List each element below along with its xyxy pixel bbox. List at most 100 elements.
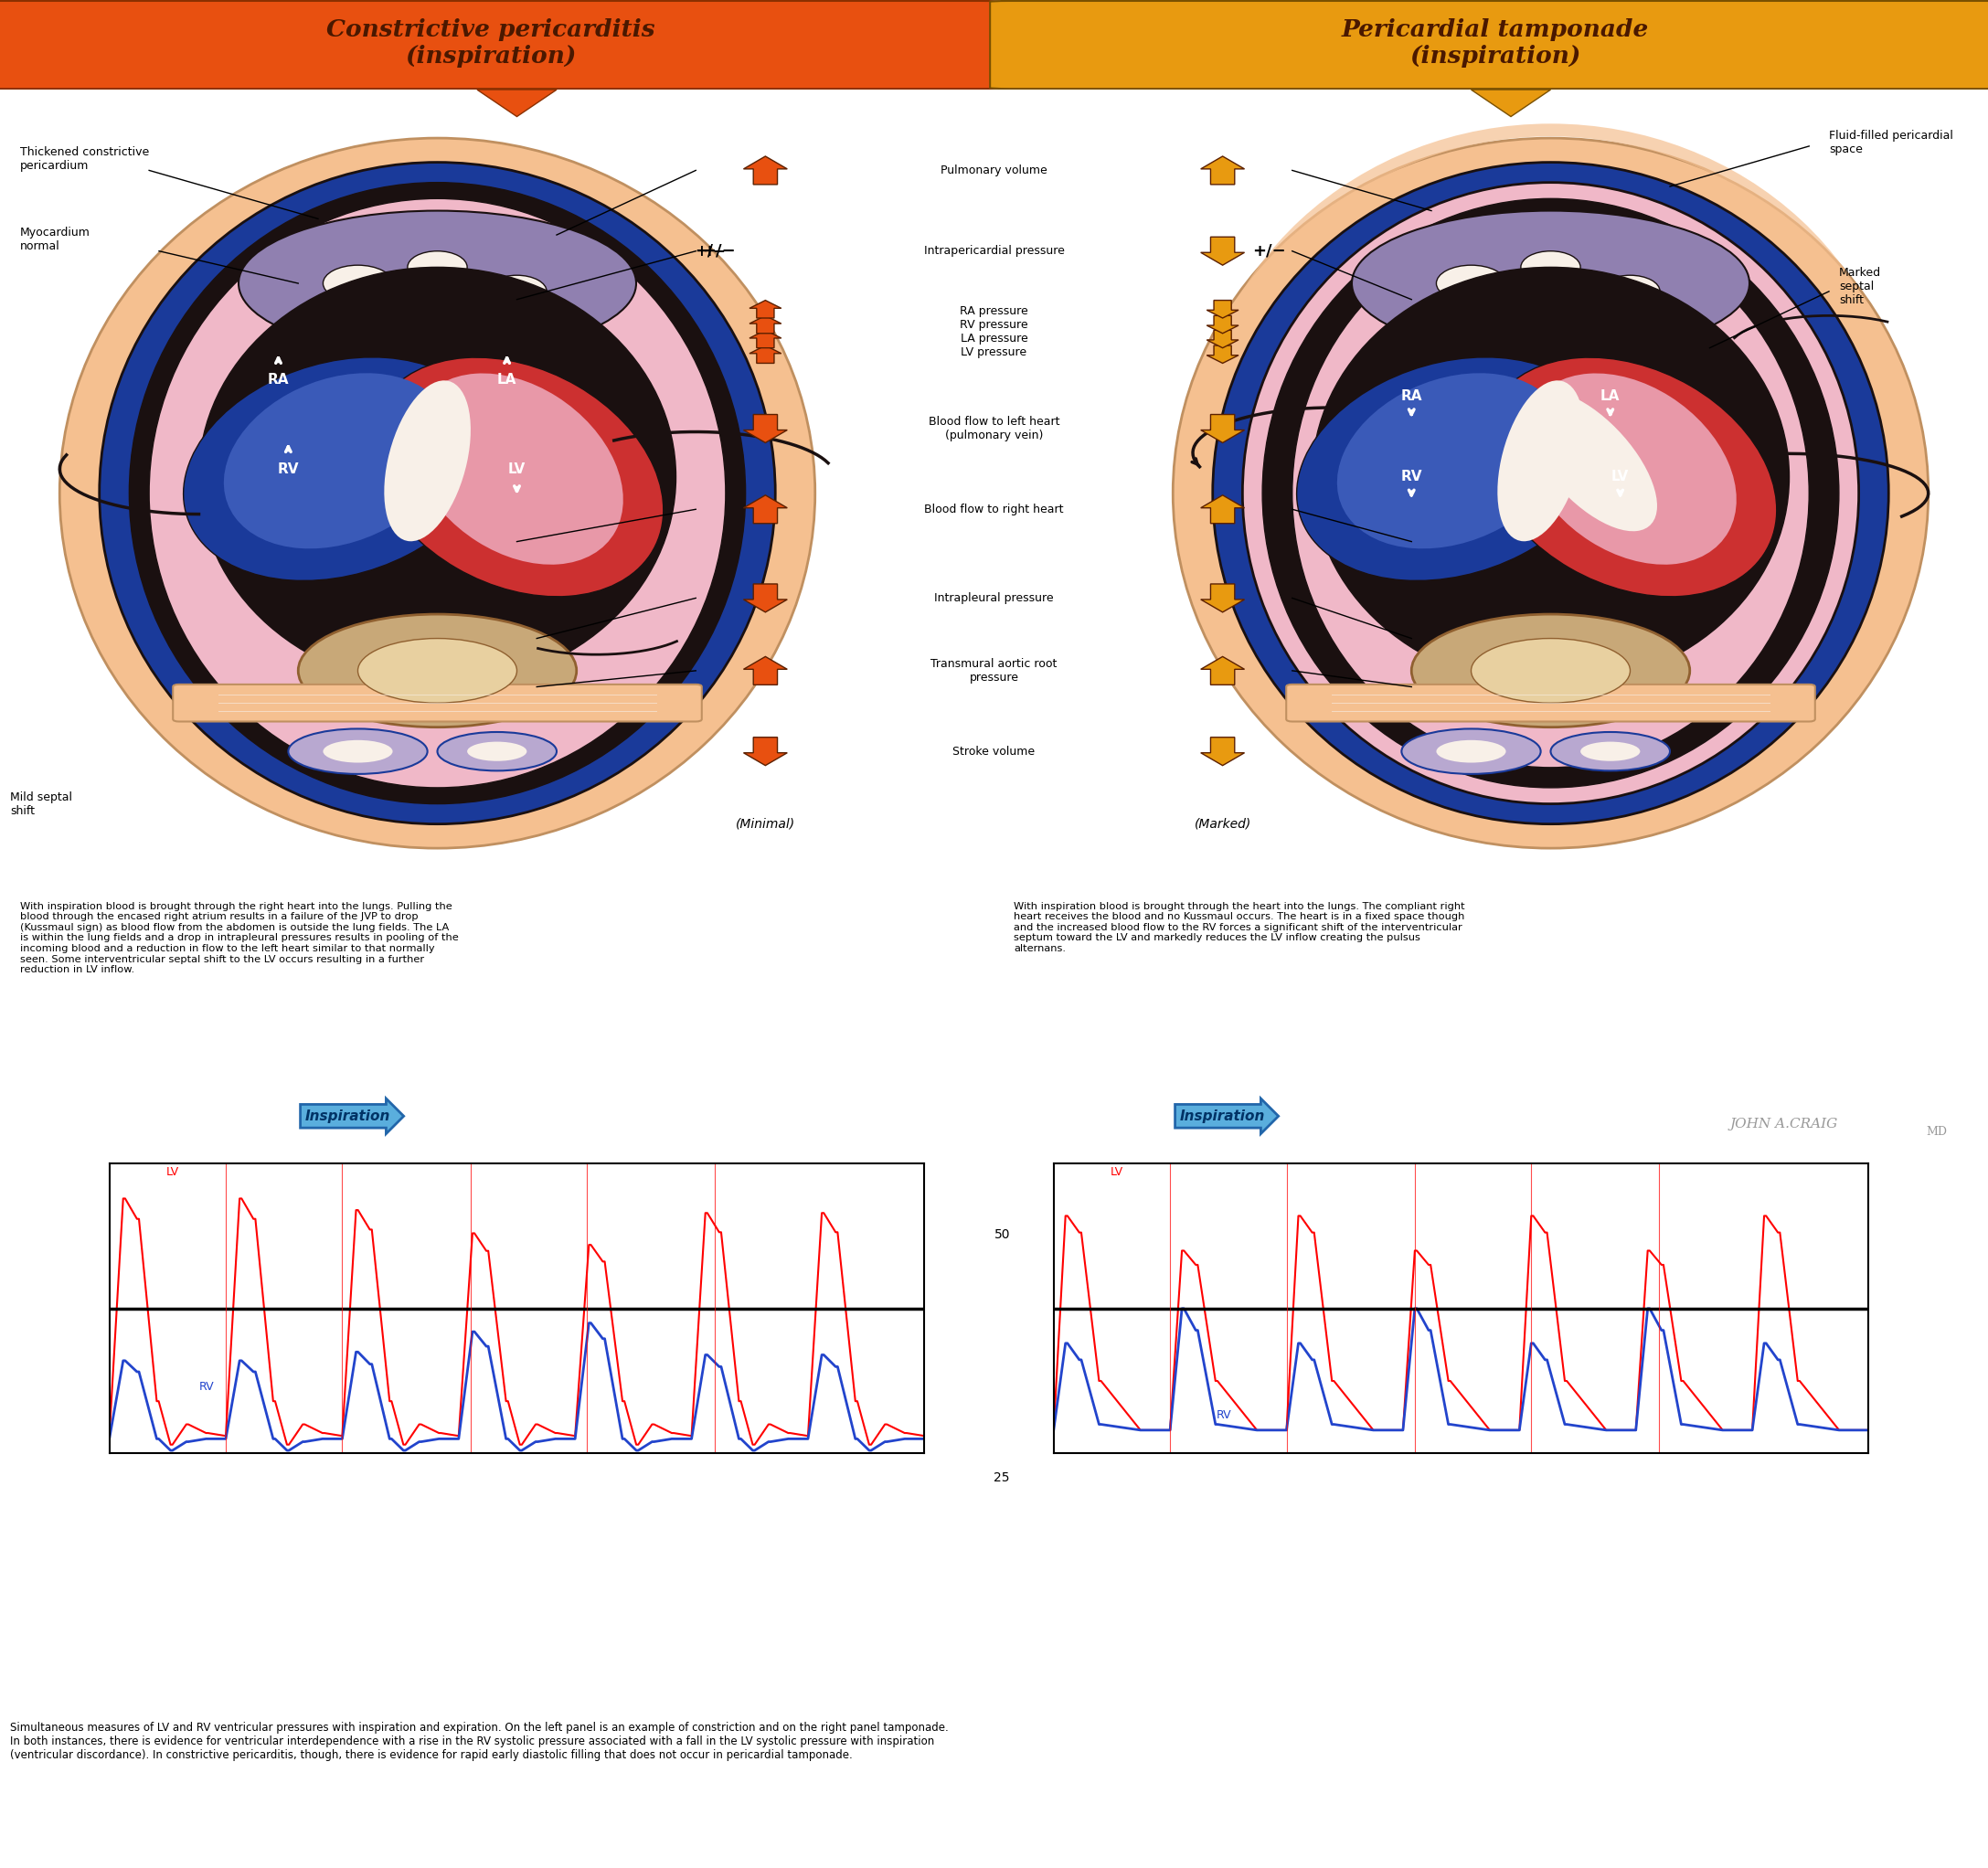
FancyArrow shape [744,157,787,185]
FancyArrow shape [1201,415,1244,443]
FancyArrow shape [1201,237,1244,265]
Ellipse shape [1551,732,1670,771]
Ellipse shape [199,267,676,687]
FancyBboxPatch shape [173,684,702,721]
Text: Constrictive pericarditis
(inspiration): Constrictive pericarditis (inspiration) [326,19,656,67]
Text: Inspiration: Inspiration [1181,1110,1264,1123]
Text: (Marked): (Marked) [1195,818,1250,831]
FancyArrow shape [744,415,787,443]
Ellipse shape [1262,198,1839,788]
FancyArrow shape [749,331,781,347]
Ellipse shape [239,211,636,357]
Ellipse shape [1312,267,1789,687]
FancyArrow shape [1201,656,1244,686]
FancyArrow shape [744,738,787,766]
Text: LV: LV [1111,1166,1123,1179]
Text: +/−: +/− [694,243,726,260]
Ellipse shape [1411,615,1690,727]
Ellipse shape [1435,265,1507,301]
Ellipse shape [1497,381,1584,542]
Ellipse shape [358,639,517,702]
Polygon shape [477,90,557,116]
Text: LV: LV [167,1166,179,1179]
FancyArrow shape [1207,316,1239,333]
Text: RA pressure
RV pressure
LA pressure
LV pressure: RA pressure RV pressure LA pressure LV p… [960,304,1028,359]
Ellipse shape [1600,275,1660,308]
Text: RV: RV [1402,471,1421,484]
Ellipse shape [1525,374,1736,564]
Ellipse shape [1521,250,1580,284]
FancyArrow shape [1207,331,1239,347]
Text: LV: LV [1612,471,1628,484]
Text: RV: RV [199,1380,215,1392]
Text: Myocardium
normal: Myocardium normal [20,226,89,252]
Ellipse shape [1173,138,1928,848]
Text: Fluid-filled pericardial
space: Fluid-filled pericardial space [1829,131,1952,155]
Text: Blood flow to right heart: Blood flow to right heart [924,502,1064,516]
Text: With inspiration blood is brought through the right heart into the lungs. Pullin: With inspiration blood is brought throug… [20,902,459,975]
Ellipse shape [467,742,527,760]
Ellipse shape [1352,211,1749,357]
Ellipse shape [183,357,493,581]
Ellipse shape [1402,729,1541,773]
Ellipse shape [1471,639,1630,702]
FancyArrow shape [1201,157,1244,185]
FancyArrow shape [749,301,781,318]
Text: LA: LA [497,374,517,387]
Ellipse shape [437,732,557,771]
Ellipse shape [1580,742,1640,760]
Text: MD: MD [1926,1126,1948,1138]
FancyArrow shape [744,656,787,686]
Text: Inspiration: Inspiration [306,1110,390,1123]
Text: Marked
septal
shift: Marked septal shift [1839,267,1881,306]
FancyArrow shape [1207,346,1239,362]
Text: 50: 50 [994,1229,1010,1240]
Ellipse shape [225,374,451,549]
Ellipse shape [149,198,726,788]
Ellipse shape [1495,301,1567,331]
Ellipse shape [288,729,427,773]
Text: Thickened constrictive
pericardium: Thickened constrictive pericardium [20,146,149,172]
Text: Intrapleural pressure: Intrapleural pressure [934,592,1054,603]
Text: RV: RV [1217,1410,1233,1422]
FancyArrow shape [749,316,781,333]
Text: Stroke volume: Stroke volume [952,745,1036,757]
Text: With inspiration blood is brought through the heart into the lungs. The complian: With inspiration blood is brought throug… [1014,902,1465,953]
Ellipse shape [1523,390,1658,531]
Ellipse shape [1296,357,1606,581]
FancyArrow shape [1201,495,1244,523]
FancyArrow shape [1201,585,1244,613]
Ellipse shape [1483,357,1777,596]
Text: JOHN A.CRAIG: JOHN A.CRAIG [1730,1117,1837,1130]
Ellipse shape [60,138,815,848]
Ellipse shape [384,381,471,542]
FancyArrow shape [744,585,787,613]
Ellipse shape [1338,374,1565,549]
FancyArrow shape [1207,301,1239,318]
Ellipse shape [298,615,577,727]
Text: +/−: +/− [702,243,736,260]
Text: Blood flow to left heart
(pulmonary vein): Blood flow to left heart (pulmonary vein… [928,417,1060,441]
Text: LA: LA [1600,389,1620,403]
Ellipse shape [370,357,664,596]
Ellipse shape [322,265,392,301]
Ellipse shape [1292,219,1809,768]
Text: Simultaneous measures of LV and RV ventricular pressures with inspiration and ex: Simultaneous measures of LV and RV ventr… [10,1722,948,1762]
Ellipse shape [1435,740,1507,762]
Ellipse shape [99,163,775,824]
Ellipse shape [382,301,451,331]
Ellipse shape [322,740,392,762]
Ellipse shape [412,374,622,564]
FancyBboxPatch shape [990,0,1988,90]
FancyArrow shape [1201,738,1244,766]
Text: Mild septal
shift: Mild septal shift [10,792,72,818]
Text: RV: RV [278,461,298,476]
Text: LV: LV [509,461,525,476]
Ellipse shape [1242,183,1859,803]
Text: RA: RA [268,374,288,387]
FancyBboxPatch shape [1286,684,1815,721]
FancyArrow shape [749,346,781,362]
Polygon shape [1471,90,1551,116]
Text: Intrapericardial pressure: Intrapericardial pressure [924,245,1064,258]
Ellipse shape [408,250,467,284]
